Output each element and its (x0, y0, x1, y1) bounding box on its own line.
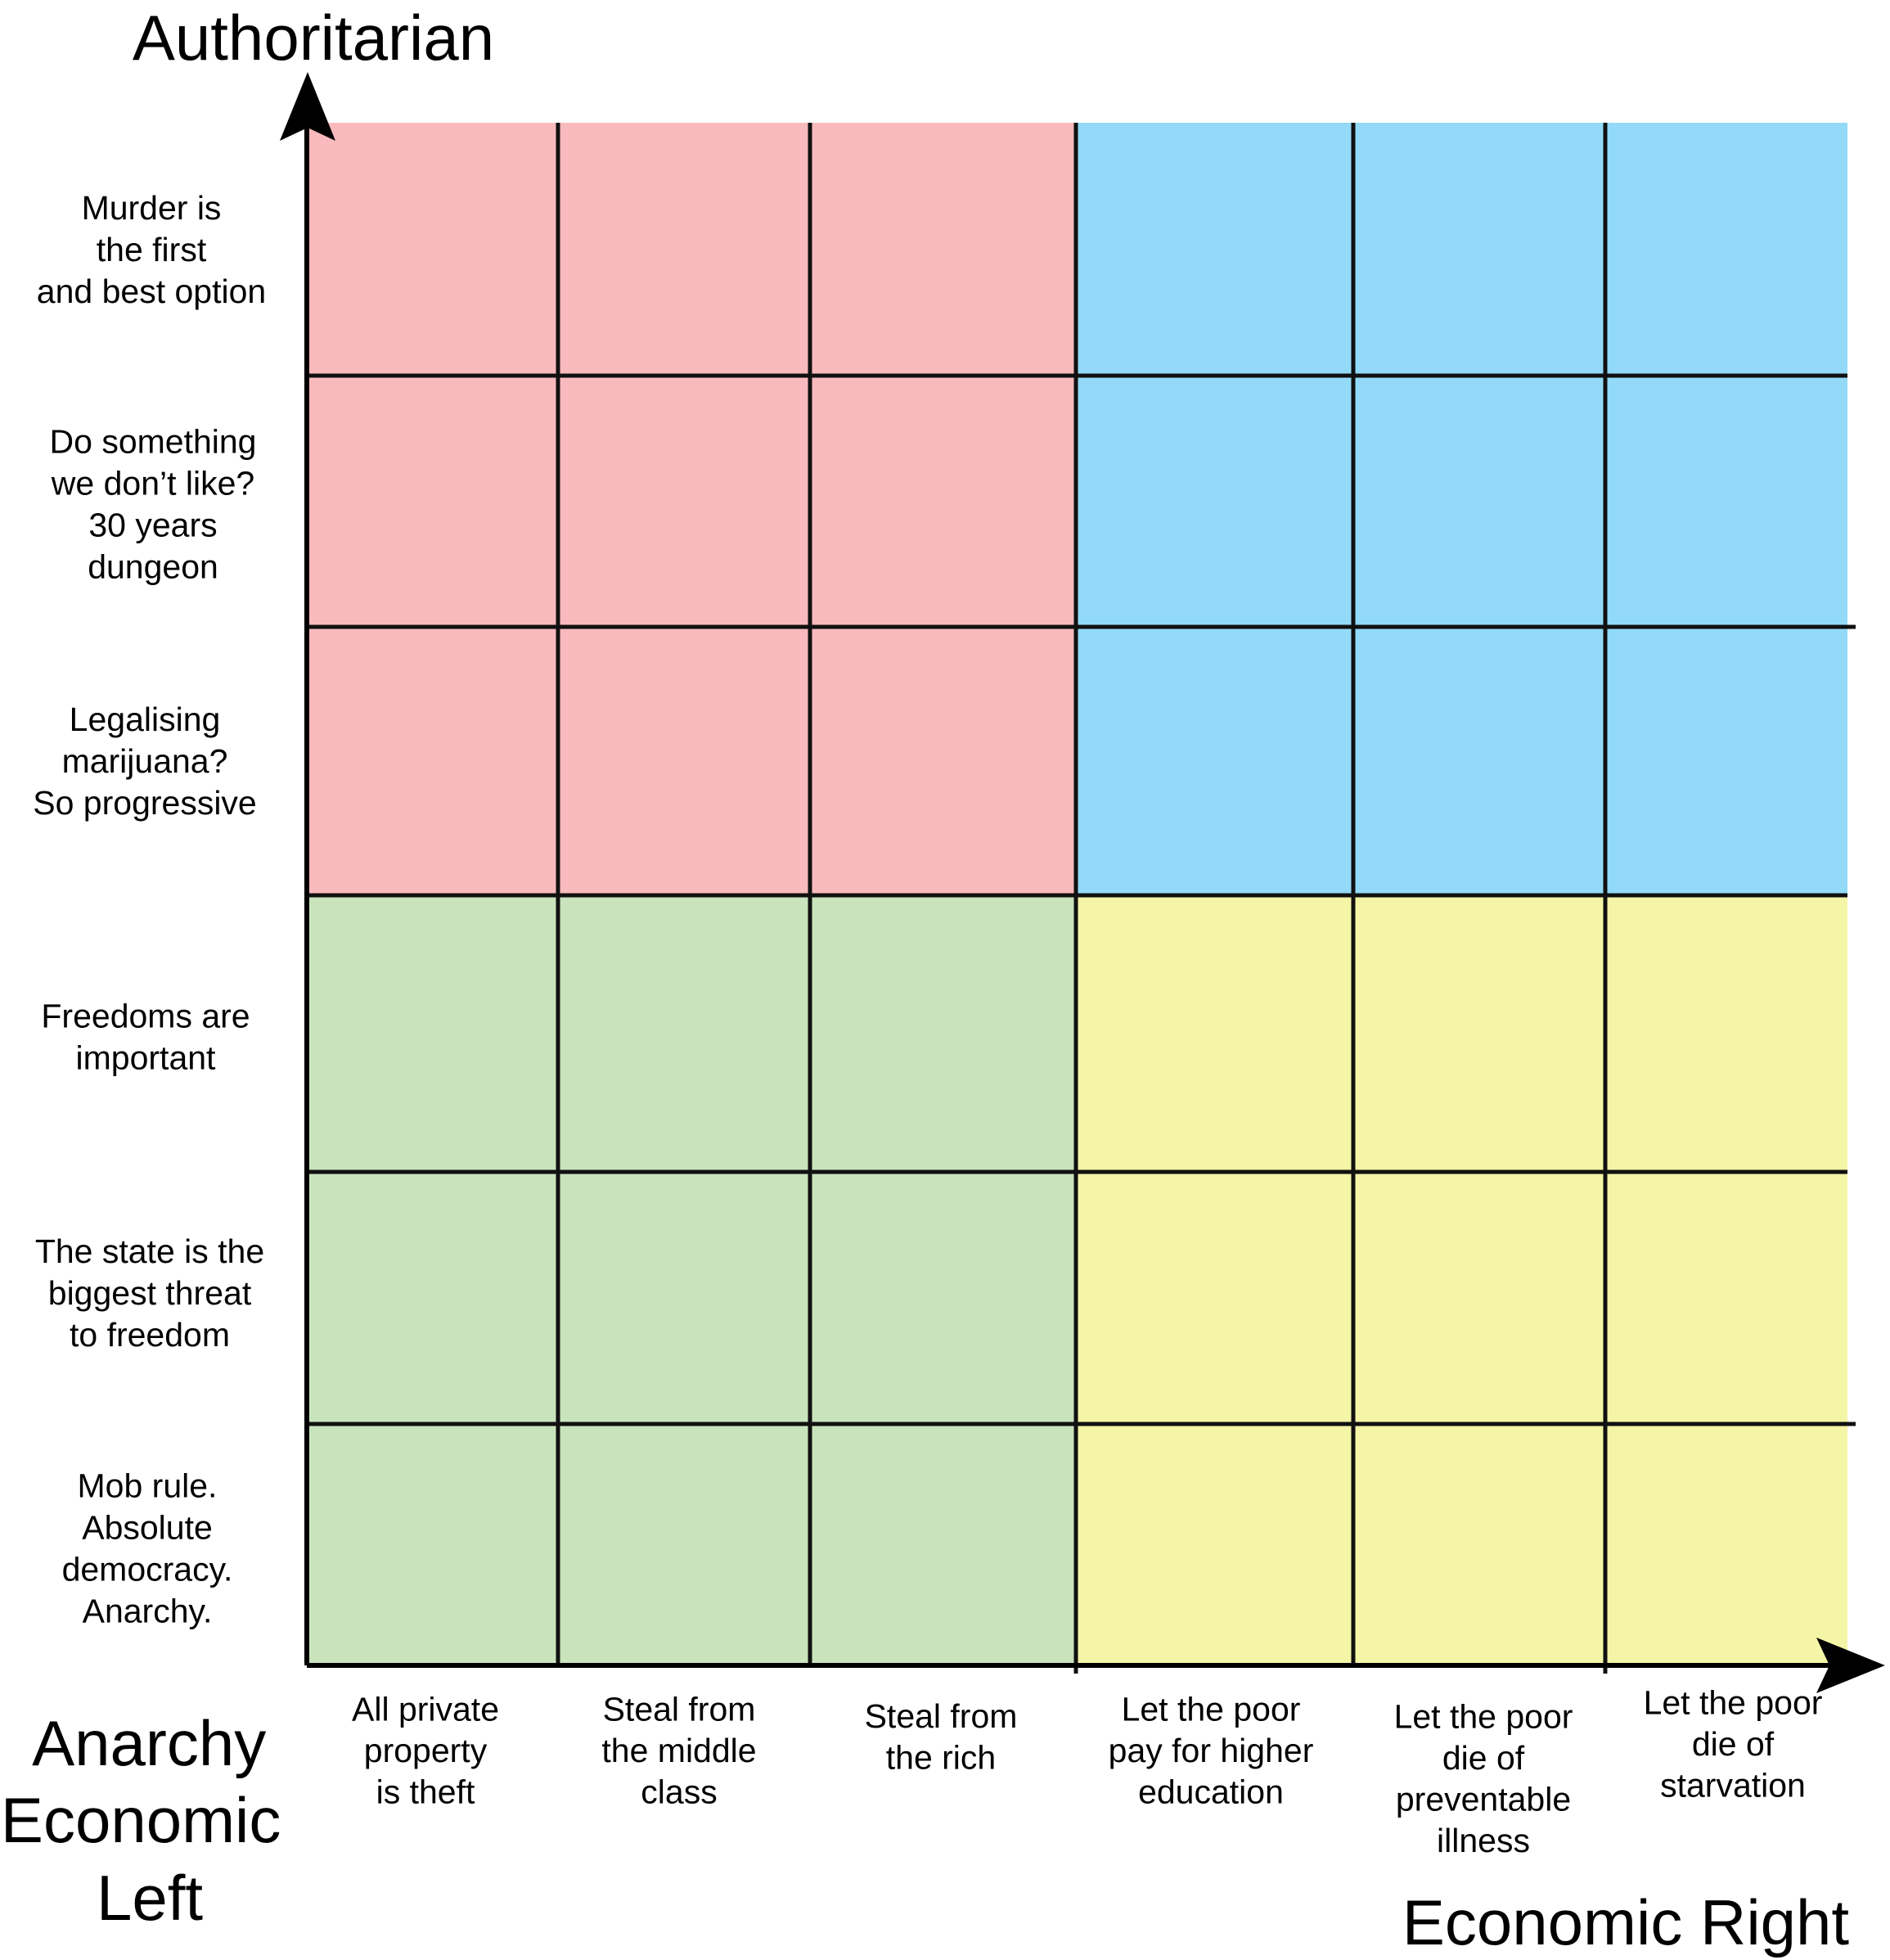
axis-title-economic-right: Economic Right (1402, 1886, 1850, 1958)
x-label-line: the rich (886, 1738, 996, 1776)
y-label: Mob rule. Absolute democracy. Anarchy. (62, 1467, 233, 1630)
x-label: Let the poor pay for higher education (1109, 1691, 1314, 1811)
y-label-line: and best option (37, 273, 266, 310)
y-label-line: The state is the (35, 1232, 264, 1270)
x-axis-arrow-icon (1816, 1638, 1885, 1693)
y-label-line: Anarchy. (83, 1593, 213, 1630)
x-label-line: illness (1437, 1822, 1530, 1859)
x-label-line: pay for higher (1109, 1732, 1314, 1769)
quadrant-auth-left (307, 123, 1076, 895)
y-label: Do something we don’t like? 30 years dungeo… (50, 423, 257, 586)
quadrant-lib-left (307, 895, 1076, 1665)
x-label-line: Let the poor (1394, 1697, 1573, 1735)
x-label-line: Steal from (603, 1691, 756, 1728)
quadrant-lib-right (1076, 895, 1847, 1665)
y-label-line: dungeon (88, 548, 218, 586)
y-label-line: Absolute (82, 1509, 213, 1547)
y-label-line: marijuana? (62, 742, 228, 780)
y-label-line: the first (97, 231, 207, 268)
y-label: Legalising marijuana? So progressive (33, 701, 256, 822)
axis-title-line-3: Left (97, 1862, 203, 1934)
y-label-line: we don’t like? (51, 465, 254, 502)
x-label-line: All private (352, 1691, 499, 1728)
y-label: Murder is the first and best option (37, 189, 266, 310)
x-label-line: education (1138, 1773, 1284, 1811)
y-axis-arrow-icon (280, 72, 335, 141)
y-label-line: biggest threat (48, 1274, 252, 1312)
y-label-line: Freedoms are (41, 998, 250, 1035)
y-label: The state is the biggest threat to freedom (35, 1232, 264, 1354)
x-label-line: Let the poor (1644, 1684, 1823, 1722)
x-label-line: starvation (1660, 1767, 1806, 1805)
x-label-line: die of (1692, 1725, 1775, 1763)
y-label-line: Legalising (70, 701, 221, 738)
y-label-line: democracy. (62, 1551, 233, 1588)
y-axis-labels: Murder is the first and best option Do some… (33, 189, 266, 1630)
x-label-line: property (364, 1732, 488, 1769)
axis-title-line-1: Anarchy (32, 1707, 266, 1779)
axis-title-anarchy-economic-left: Anarchy Economic Left (1, 1707, 299, 1934)
axes (280, 72, 1885, 1693)
x-label-line: is theft (376, 1773, 475, 1811)
x-label-line: the middle (601, 1732, 756, 1769)
gridlines (307, 123, 1856, 1674)
x-label-line: Let the poor (1122, 1691, 1301, 1728)
x-label-line: class (641, 1773, 717, 1811)
axis-title-authoritarian: Authoritarian (133, 2, 494, 74)
x-label: Let the poor die of preventable illness (1394, 1697, 1573, 1859)
y-label-line: So progressive (33, 784, 256, 822)
y-label-line: Mob rule. (78, 1467, 218, 1505)
x-label: All private property is theft (352, 1691, 499, 1811)
y-label-line: to freedom (70, 1316, 230, 1354)
x-label-line: Steal from (865, 1697, 1018, 1735)
y-label-line: Murder is (82, 189, 222, 227)
axis-title-line-2: Economic (1, 1784, 281, 1856)
quadrant-auth-right (1076, 123, 1847, 895)
x-label-line: die of (1442, 1739, 1525, 1777)
x-label: Let the poor die of starvation (1644, 1684, 1823, 1805)
y-label-line: 30 years (88, 507, 217, 544)
quadrants (307, 123, 1847, 1665)
x-label: Steal from the middle class (601, 1691, 756, 1811)
y-label-line: important (76, 1039, 217, 1077)
x-label: Steal from the rich (865, 1697, 1018, 1777)
x-label-line: preventable (1396, 1780, 1571, 1818)
y-label-line: Do something (50, 423, 257, 461)
y-label: Freedoms are important (41, 998, 250, 1077)
